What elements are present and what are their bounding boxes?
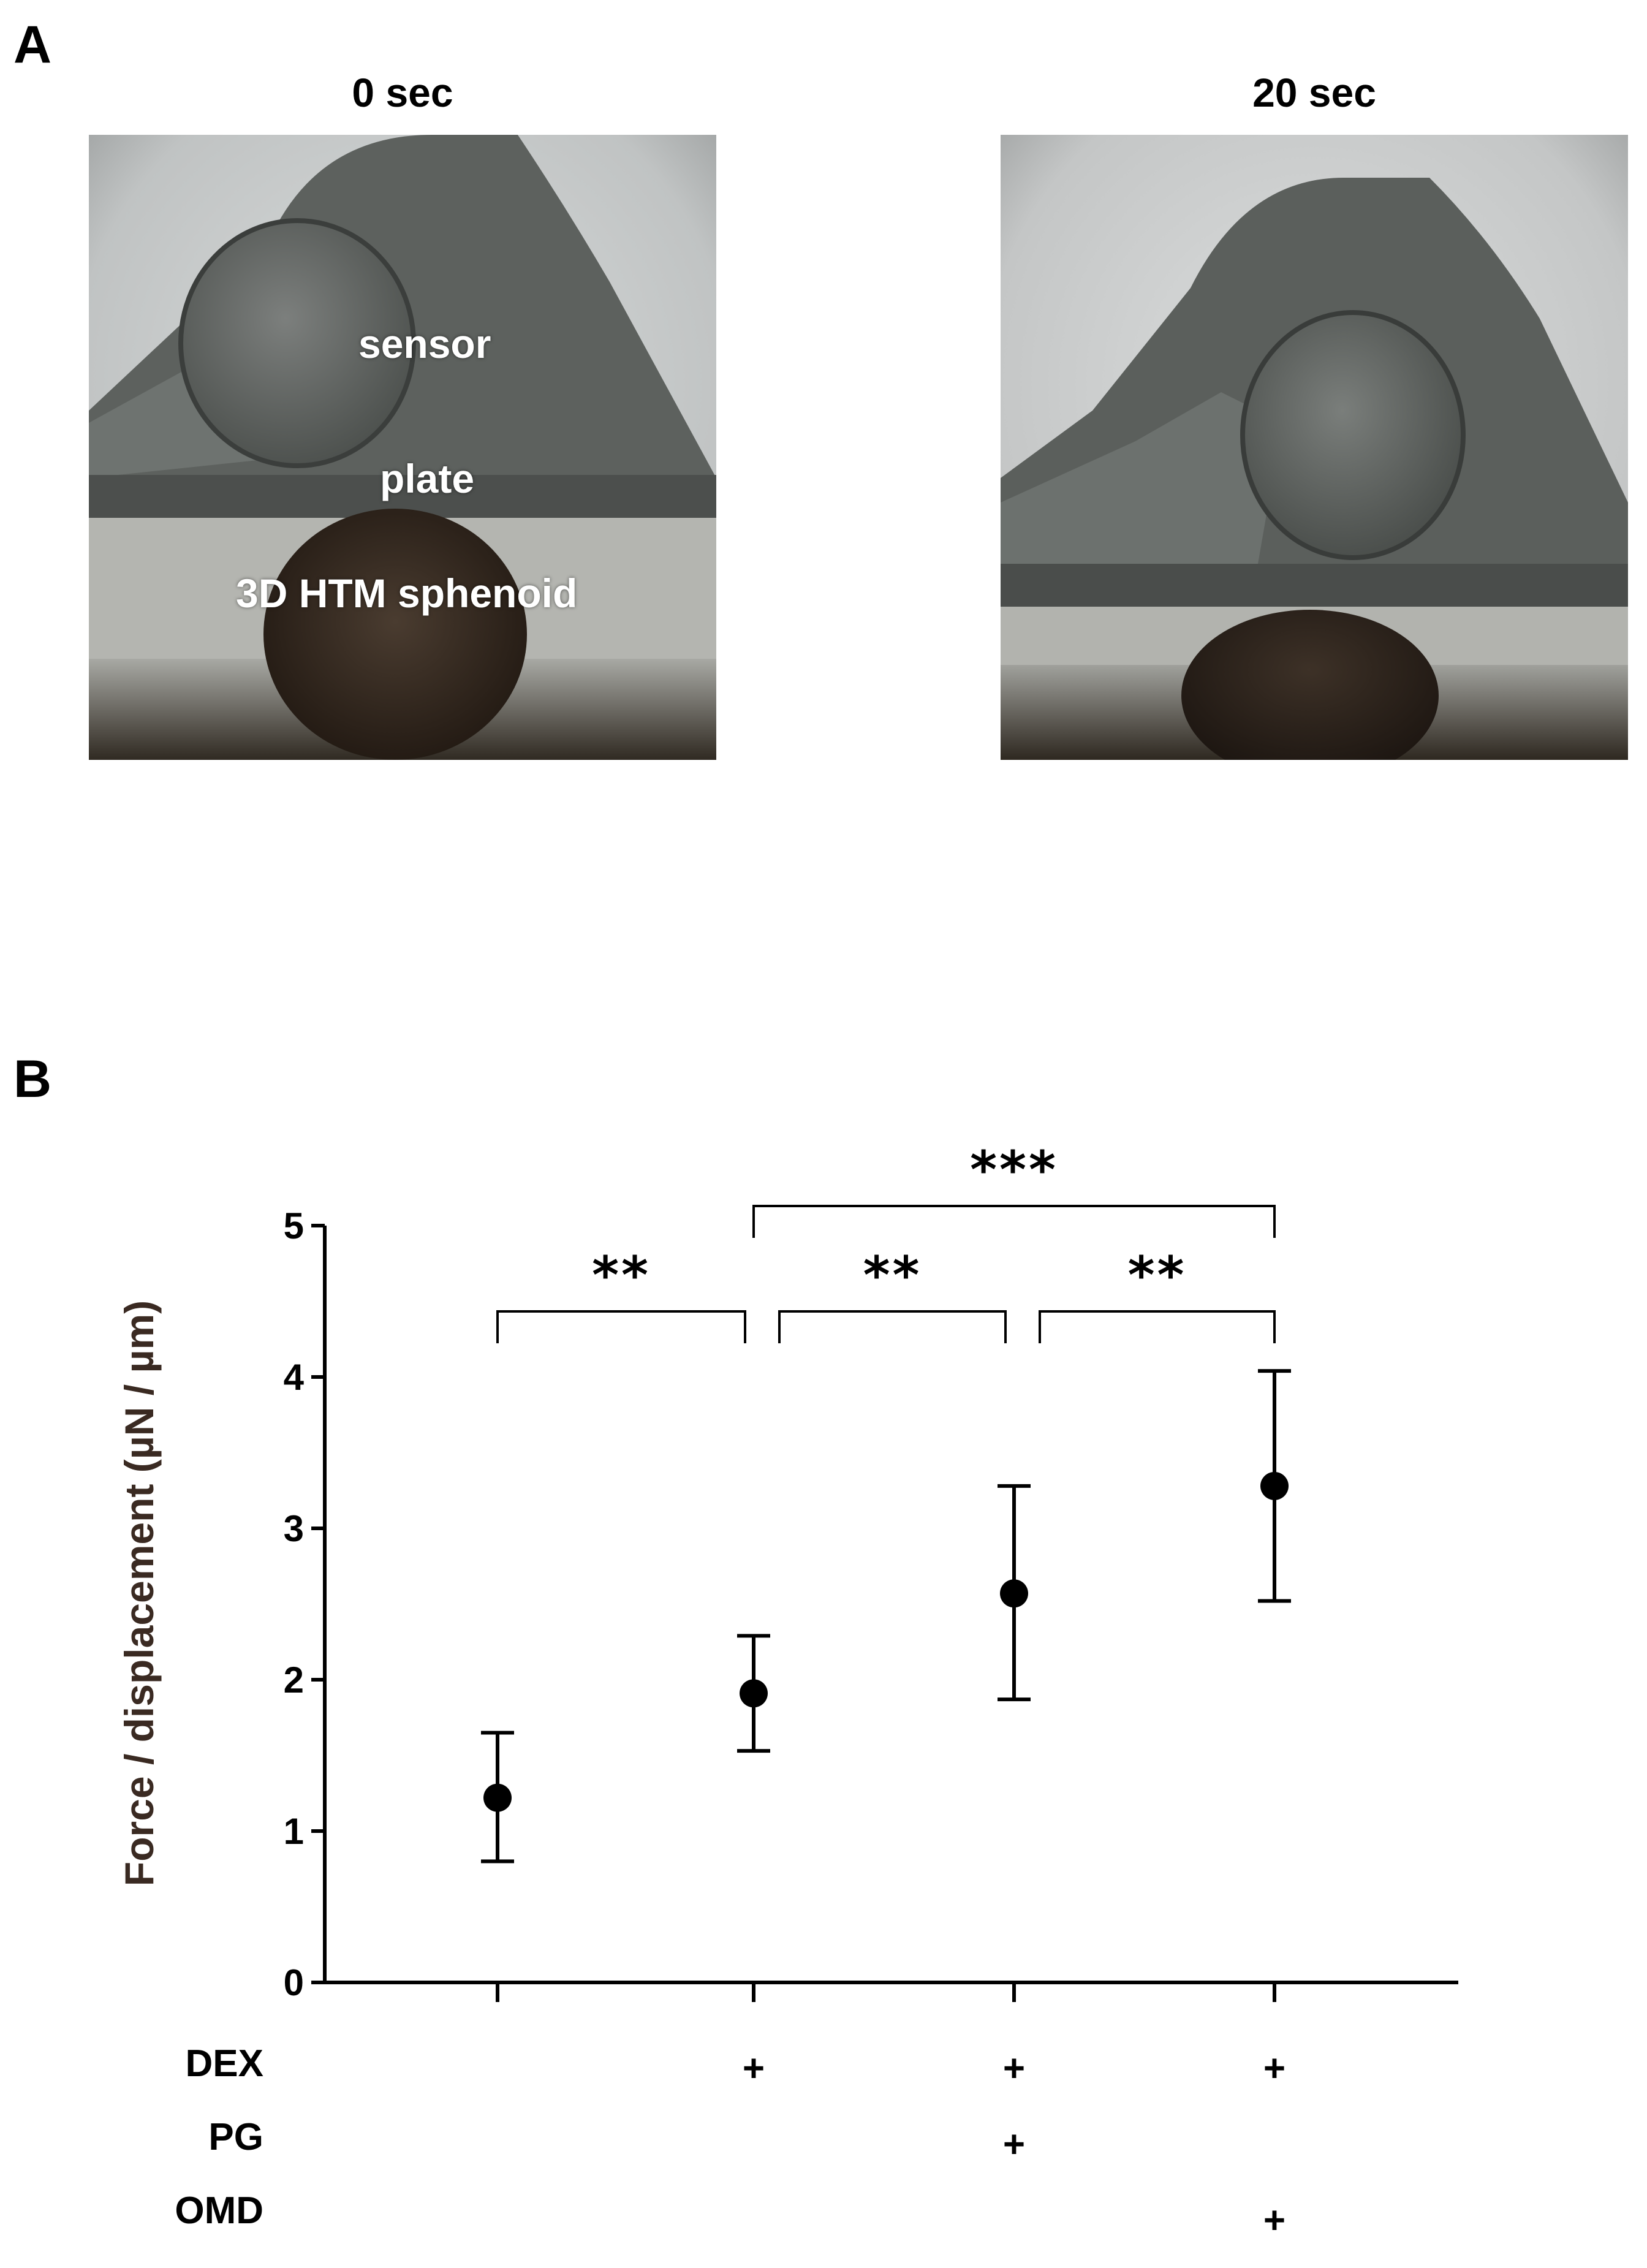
micrograph-20-sec-image [1001, 135, 1628, 760]
treatment-table: DEX + + + PG + OMD + [175, 2042, 1285, 2242]
y-tick-label: 2 [284, 1659, 304, 1701]
row-cell-dex: + [1263, 2047, 1285, 2090]
significance-label: ** [863, 1245, 922, 1305]
significance-bracket [752, 1205, 1276, 1238]
photo-title-left: 0 sec [352, 70, 453, 115]
row-cell-dex: + [1003, 2047, 1025, 2090]
significance-bracket [1039, 1310, 1276, 1343]
row-label-omd: OMD [175, 2190, 263, 2232]
y-tick-label: 5 [284, 1205, 304, 1246]
micrograph-0-sec-image [89, 135, 716, 760]
row-label-pg: PG [208, 2116, 263, 2158]
panel-letter-a: A [13, 15, 52, 74]
significance-label: *** [970, 1140, 1058, 1200]
y-ticks: 0 1 2 3 4 5 [284, 1205, 325, 2003]
micrograph-0-sec: sensor plate 3D HTM sphenoid [89, 135, 716, 760]
y-tick-label: 4 [284, 1357, 305, 1398]
data-point [740, 1679, 768, 1708]
significance-label: ** [592, 1245, 651, 1305]
row-cell-pg: + [1003, 2123, 1025, 2166]
y-tick-label: 0 [284, 1962, 304, 2003]
significance-brackets: ** ** ***** [496, 1140, 1276, 1343]
photo-title-right: 20 sec [1252, 70, 1376, 115]
data-point [1000, 1579, 1028, 1608]
row-cell-omd: + [1263, 2199, 1285, 2242]
force-displacement-chart: Force / displacement (µN / µm) 0 1 2 3 4 5 **… [116, 1140, 1458, 2242]
error-bars [481, 1369, 1291, 1864]
x-ticks [496, 1982, 1276, 2002]
row-cell-dex: + [743, 2047, 765, 2090]
significance-bracket [496, 1310, 746, 1343]
significance-label: ** [1128, 1245, 1187, 1305]
micrograph-20-sec [1001, 135, 1628, 760]
data-point [1260, 1471, 1289, 1500]
significance-bracket [778, 1310, 1007, 1343]
axes [323, 1226, 1458, 1984]
y-tick-label: 3 [284, 1508, 304, 1549]
row-label-dex: DEX [186, 2042, 263, 2085]
y-axis-label: Force / displacement (µN / µm) [116, 1300, 162, 1886]
data-points [483, 1471, 1289, 1812]
label-sensor: sensor [358, 321, 491, 366]
label-plate: plate [380, 456, 475, 501]
panel-letter-b: B [13, 1050, 52, 1109]
data-point [483, 1783, 512, 1812]
y-tick-label: 1 [284, 1811, 304, 1852]
label-spheroid: 3D HTM sphenoid [236, 571, 578, 616]
